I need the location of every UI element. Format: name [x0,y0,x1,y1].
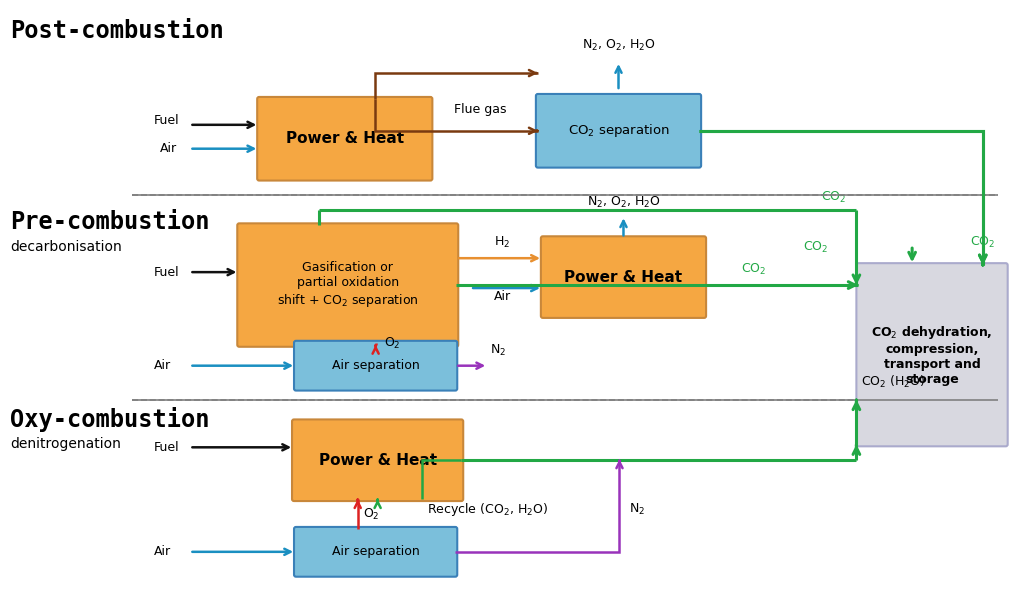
FancyBboxPatch shape [536,94,701,168]
Text: Air: Air [153,359,171,372]
Text: CO$_2$ dehydration,
compression,
transport and
storage: CO$_2$ dehydration, compression, transpo… [872,323,992,386]
Text: Air: Air [153,545,171,558]
Text: Fuel: Fuel [153,441,179,454]
Text: N$_2$: N$_2$ [490,343,506,358]
FancyBboxPatch shape [856,263,1008,446]
FancyBboxPatch shape [257,97,433,180]
Text: Power & Heat: Power & Heat [565,270,682,285]
Text: CO$_2$: CO$_2$ [803,240,829,255]
Text: Fuel: Fuel [153,265,179,279]
Text: Air separation: Air separation [331,545,419,558]
Text: Flue gas: Flue gas [454,103,506,116]
Text: CO$_2$ separation: CO$_2$ separation [568,122,669,140]
Text: CO$_2$: CO$_2$ [742,262,766,277]
FancyBboxPatch shape [294,341,457,391]
Text: Gasification or
partial oxidation
shift + CO$_2$ separation: Gasification or partial oxidation shift … [277,261,418,308]
Text: N$_2$, O$_2$, H$_2$O: N$_2$, O$_2$, H$_2$O [582,38,656,53]
Text: O$_2$: O$_2$ [363,506,380,522]
Text: Oxy-combustion: Oxy-combustion [10,407,210,432]
Text: CO$_2$: CO$_2$ [970,235,995,250]
Text: N$_2$: N$_2$ [629,501,646,516]
Text: Post-combustion: Post-combustion [10,19,224,43]
Text: Recycle (CO$_2$, H$_2$O): Recycle (CO$_2$, H$_2$O) [428,501,548,518]
Text: Air: Air [493,290,510,303]
Text: denitrogenation: denitrogenation [10,437,121,452]
Text: H$_2$: H$_2$ [494,235,510,250]
Text: CO$_2$: CO$_2$ [821,190,846,205]
Text: Fuel: Fuel [153,114,179,128]
Text: Pre-combustion: Pre-combustion [10,210,210,234]
FancyBboxPatch shape [541,236,706,318]
Text: Power & Heat: Power & Heat [285,131,404,146]
Text: Air separation: Air separation [331,359,419,372]
Text: N$_2$, O$_2$, H$_2$O: N$_2$, O$_2$, H$_2$O [586,195,660,210]
FancyBboxPatch shape [237,223,458,347]
Text: CO$_2$ (H$_2$O): CO$_2$ (H$_2$O) [861,374,926,389]
Text: O$_2$: O$_2$ [384,336,400,352]
Text: Power & Heat: Power & Heat [318,453,437,468]
Text: decarbonisation: decarbonisation [10,240,122,255]
Text: Air: Air [160,142,177,155]
FancyBboxPatch shape [292,419,463,501]
FancyBboxPatch shape [294,527,457,577]
